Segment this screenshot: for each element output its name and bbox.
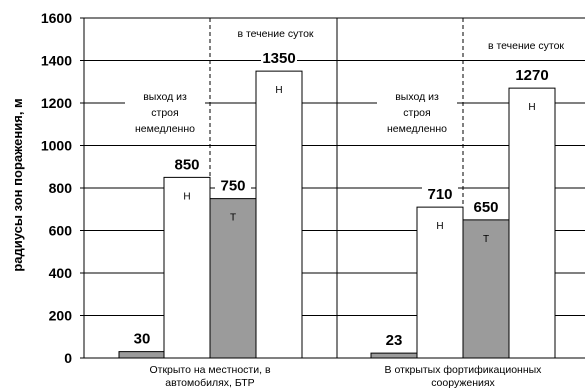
bar-inner-label: Н [436,221,443,232]
bar [370,352,418,359]
data-label-bg [261,49,297,68]
data-label: 30 [134,331,151,348]
gridlines [80,17,585,359]
category-label: сооружениях [431,377,495,389]
y-tick-label: 1400 [41,53,72,69]
bar [163,176,211,359]
note-immediate: строя [403,107,430,119]
bar [255,70,303,359]
note-within-day: в течение суток [488,40,564,52]
note-immediate: выход из [395,91,439,103]
y-tick-label: 1600 [41,10,72,26]
y-tick-label: 200 [49,308,73,324]
data-label: 750 [220,178,245,195]
note-immediate: строя [151,107,178,119]
note-immediate: немедленно [135,123,195,135]
y-tick-label: 600 [49,223,73,239]
category-label: Открыто на местности, в [149,364,270,376]
note-panel [377,86,457,138]
data-label: 850 [174,156,199,173]
bar [118,351,166,359]
note-within-day: в течение суток [237,28,313,40]
y-tick-label: 1000 [41,138,72,154]
note-panel [125,86,205,138]
data-label-bg [468,197,504,216]
data-label-bg [514,66,550,85]
data-label: 23 [386,332,403,349]
annotations: выход из строя немедленно в течение суток вы… [135,18,564,358]
category-label: В открытых фортификационных [385,364,543,376]
bars [118,70,556,359]
note-immediate: немедленно [387,123,447,135]
data-label-bg [376,331,412,350]
bar [462,219,510,359]
data-label-bg [422,185,458,204]
data-label: 710 [427,186,452,203]
bar-inner-label: Т [230,213,236,224]
data-label-bg [124,329,160,348]
y-tick-label: 400 [49,265,73,281]
y-tick-labels: 0 200 400 600 800 1000 1200 1400 1600 [41,10,72,366]
data-labels: 30 850 Н 750 Т 1350 Н 23 710 Н 650 Т 1270 Н [124,49,550,350]
bar-inner-label: Н [528,102,535,113]
data-label: 1350 [262,50,295,67]
y-axis-label: радиусы зон поражения, м [10,98,25,271]
data-label: 650 [473,199,498,216]
data-label-bg [215,176,251,195]
bar-inner-label: Т [483,234,489,245]
bar-inner-label: Н [275,85,282,96]
data-label-bg [169,155,205,174]
y-tick-label: 0 [64,350,72,366]
y-tick-label: 1200 [41,95,72,111]
bar-inner-label: Н [183,191,190,202]
category-label: автомобилях, БТР [165,377,254,389]
bar [508,87,556,359]
data-label: 1270 [515,67,548,84]
note-immediate: выход из [143,91,187,103]
y-tick-label: 800 [49,180,73,196]
